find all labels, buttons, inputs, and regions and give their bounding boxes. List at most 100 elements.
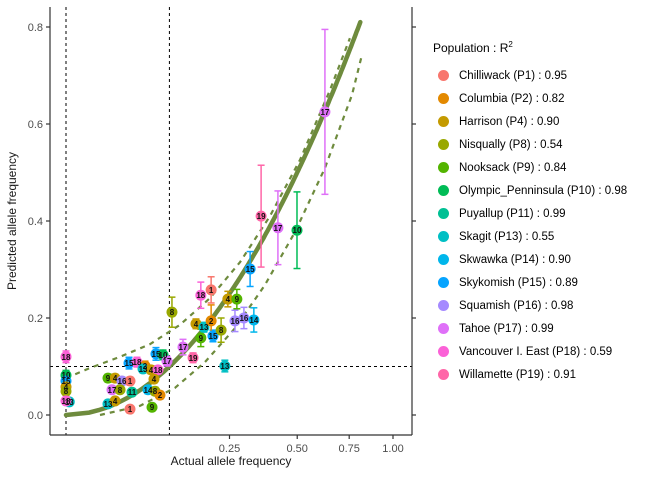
data-point-label: 4 bbox=[113, 397, 118, 406]
data-point bbox=[219, 360, 231, 372]
legend-item-label: Olympic_Penninsula (P10) : 0.98 bbox=[459, 184, 628, 197]
data-point-label: 1 bbox=[128, 405, 133, 414]
data-point bbox=[60, 385, 72, 397]
data-point-label: 13 bbox=[220, 362, 229, 371]
data-point-label: 13 bbox=[65, 398, 74, 407]
legend-swatch-icon bbox=[438, 346, 449, 357]
legend-item-p14: Skwawka (P14) : 0.90 bbox=[433, 248, 668, 271]
legend-swatch-icon bbox=[438, 231, 449, 242]
trend-line bbox=[63, 19, 363, 418]
legend-item-label: Vancouver I. East (P18) : 0.59 bbox=[459, 345, 613, 358]
data-point-label: 4 bbox=[149, 366, 154, 375]
data-point bbox=[123, 357, 135, 369]
data-point-label: 15 bbox=[62, 377, 71, 386]
data-point bbox=[195, 289, 207, 301]
legend-swatch-icon bbox=[438, 70, 449, 81]
legend-item-p9: Nooksack (P9) : 0.84 bbox=[433, 156, 668, 179]
data-point-label: 16 bbox=[231, 317, 240, 326]
legend-items: Chilliwack (P1) : 0.95 Columbia (P2) : 0.… bbox=[433, 64, 668, 386]
data-point-label: 18 bbox=[196, 291, 205, 300]
legend-item-p8: Nisqually (P8) : 0.54 bbox=[433, 133, 668, 156]
data-point-label: 16 bbox=[239, 314, 248, 323]
data-point bbox=[109, 395, 121, 407]
data-point-label: 4 bbox=[113, 374, 118, 383]
data-point bbox=[60, 395, 72, 407]
legend-item-label: Skagit (P13) : 0.55 bbox=[459, 230, 555, 243]
data-point-label: 4 bbox=[152, 375, 157, 384]
data-point-label: 9 bbox=[150, 403, 155, 412]
data-point bbox=[152, 364, 164, 376]
data-point bbox=[205, 284, 217, 296]
legend-swatch-icon bbox=[438, 277, 449, 288]
data-point-label: 18 bbox=[62, 353, 71, 362]
legend-title-superscript: 2 bbox=[508, 40, 513, 49]
legend-item-p17: Tahoe (P17) : 0.99 bbox=[433, 317, 668, 340]
legend-item-label: Willamette (P19) : 0.91 bbox=[459, 368, 576, 381]
legend-item-p13: Skagit (P13) : 0.55 bbox=[433, 225, 668, 248]
data-point-label: 2 bbox=[143, 362, 148, 371]
data-point bbox=[207, 330, 219, 342]
legend-item-p18: Vancouver I. East (P18) : 0.59 bbox=[433, 340, 668, 363]
data-point-label: 8 bbox=[118, 386, 123, 395]
legend-swatch-icon bbox=[438, 323, 449, 334]
legend-item-p4: Harrison (P4) : 0.90 bbox=[433, 110, 668, 133]
data-point-label: 9 bbox=[235, 295, 240, 304]
legend-swatch-icon bbox=[438, 369, 449, 380]
data-point-label: 8 bbox=[219, 326, 224, 335]
legend-swatch-icon bbox=[438, 185, 449, 196]
legend-swatch-icon bbox=[438, 300, 449, 311]
legend-swatch-icon bbox=[438, 162, 449, 173]
x-tick-label: 0.50 bbox=[287, 443, 308, 455]
data-point bbox=[272, 222, 284, 234]
legend-swatch-icon bbox=[438, 139, 449, 150]
data-point bbox=[161, 355, 173, 367]
x-tick-label: 0.25 bbox=[219, 443, 240, 455]
legend-swatch-icon bbox=[438, 208, 449, 219]
legend-item-label: Nisqually (P8) : 0.54 bbox=[459, 138, 563, 151]
data-point bbox=[126, 386, 138, 398]
legend-item-label: Columbia (P2) : 0.82 bbox=[459, 92, 565, 105]
data-point-label: 17 bbox=[163, 357, 172, 366]
data-point-label: 10 bbox=[159, 351, 168, 360]
data-point bbox=[187, 352, 199, 364]
legend-item-label: Skykomish (P15) : 0.89 bbox=[459, 276, 578, 289]
legend-item-p16: Squamish (P16) : 0.98 bbox=[433, 294, 668, 317]
y-tick-label: 0.0 bbox=[28, 410, 43, 422]
data-point bbox=[291, 224, 303, 236]
legend-item-label: Squamish (P16) : 0.98 bbox=[459, 299, 574, 312]
data-point-label: 17 bbox=[108, 386, 117, 395]
data-point-label: 4 bbox=[194, 320, 199, 329]
legend-title: Population : R2 bbox=[433, 40, 513, 55]
data-point bbox=[124, 375, 136, 387]
legend-item-label: Harrison (P4) : 0.90 bbox=[459, 115, 560, 128]
legend-item-p19: Willamette (P19) : 0.91 bbox=[433, 363, 668, 386]
data-point bbox=[148, 373, 160, 385]
legend-item-label: Puyallup (P11) : 0.99 bbox=[459, 207, 566, 220]
data-point-label: 9 bbox=[199, 334, 204, 343]
data-point-label: 4 bbox=[64, 383, 69, 392]
data-point-label: 8 bbox=[64, 387, 69, 396]
data-point-label: 8 bbox=[170, 308, 175, 317]
x-tick-label: 0.75 bbox=[338, 443, 359, 455]
data-point bbox=[198, 321, 210, 333]
data-point bbox=[114, 384, 126, 396]
data-point bbox=[319, 106, 331, 118]
data-point bbox=[229, 315, 241, 327]
data-point-label: 19 bbox=[257, 212, 266, 221]
data-point-label: 15 bbox=[209, 332, 218, 341]
data-point-label: 1 bbox=[128, 377, 133, 386]
legend-item-p1: Chilliwack (P1) : 0.95 bbox=[433, 64, 668, 87]
legend-swatch-icon bbox=[438, 254, 449, 265]
legend-item-p11: Puyallup (P11) : 0.99 bbox=[433, 202, 668, 225]
data-point-label: 10 bbox=[293, 226, 302, 235]
data-point-label: 13 bbox=[139, 365, 148, 374]
data-point-label: 10 bbox=[62, 371, 71, 380]
data-point-label: 14 bbox=[249, 316, 258, 325]
data-point-label: 2 bbox=[209, 317, 214, 326]
data-point-label: 15 bbox=[246, 265, 255, 274]
legend: Population : R2 Chilliwack (P1) : 0.95 Co… bbox=[433, 40, 668, 386]
data-point bbox=[255, 210, 267, 222]
data-point bbox=[248, 314, 260, 326]
legend-item-p2: Columbia (P2) : 0.82 bbox=[433, 87, 668, 110]
